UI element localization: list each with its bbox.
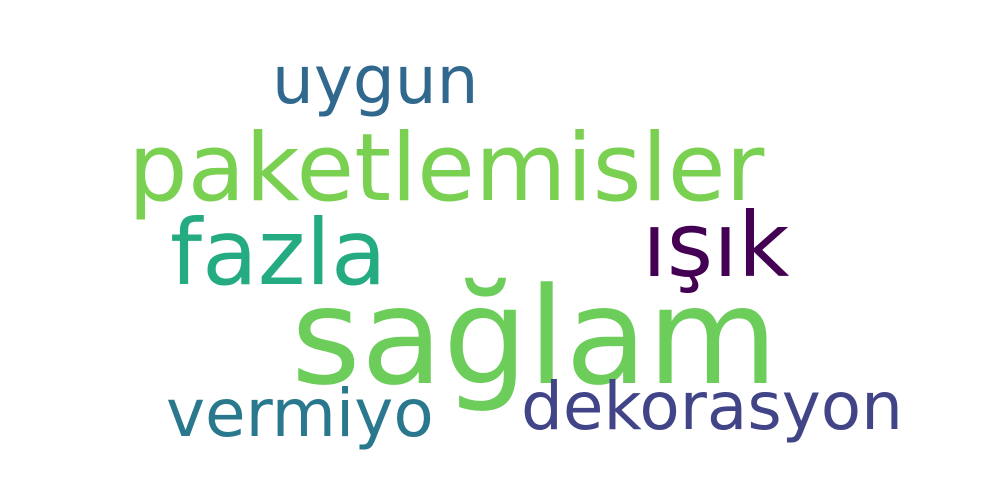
word-uygun: uygun [272,42,479,119]
word-vermiyo: vermiyo [166,375,434,452]
word-fazla: fazla [170,201,387,306]
word-dekorasyon: dekorasyon [521,368,903,445]
word-saglam: sağlam [291,259,778,415]
word-paketlemisler: paketlemisler [128,114,765,223]
word-isik: ışık [642,193,790,297]
